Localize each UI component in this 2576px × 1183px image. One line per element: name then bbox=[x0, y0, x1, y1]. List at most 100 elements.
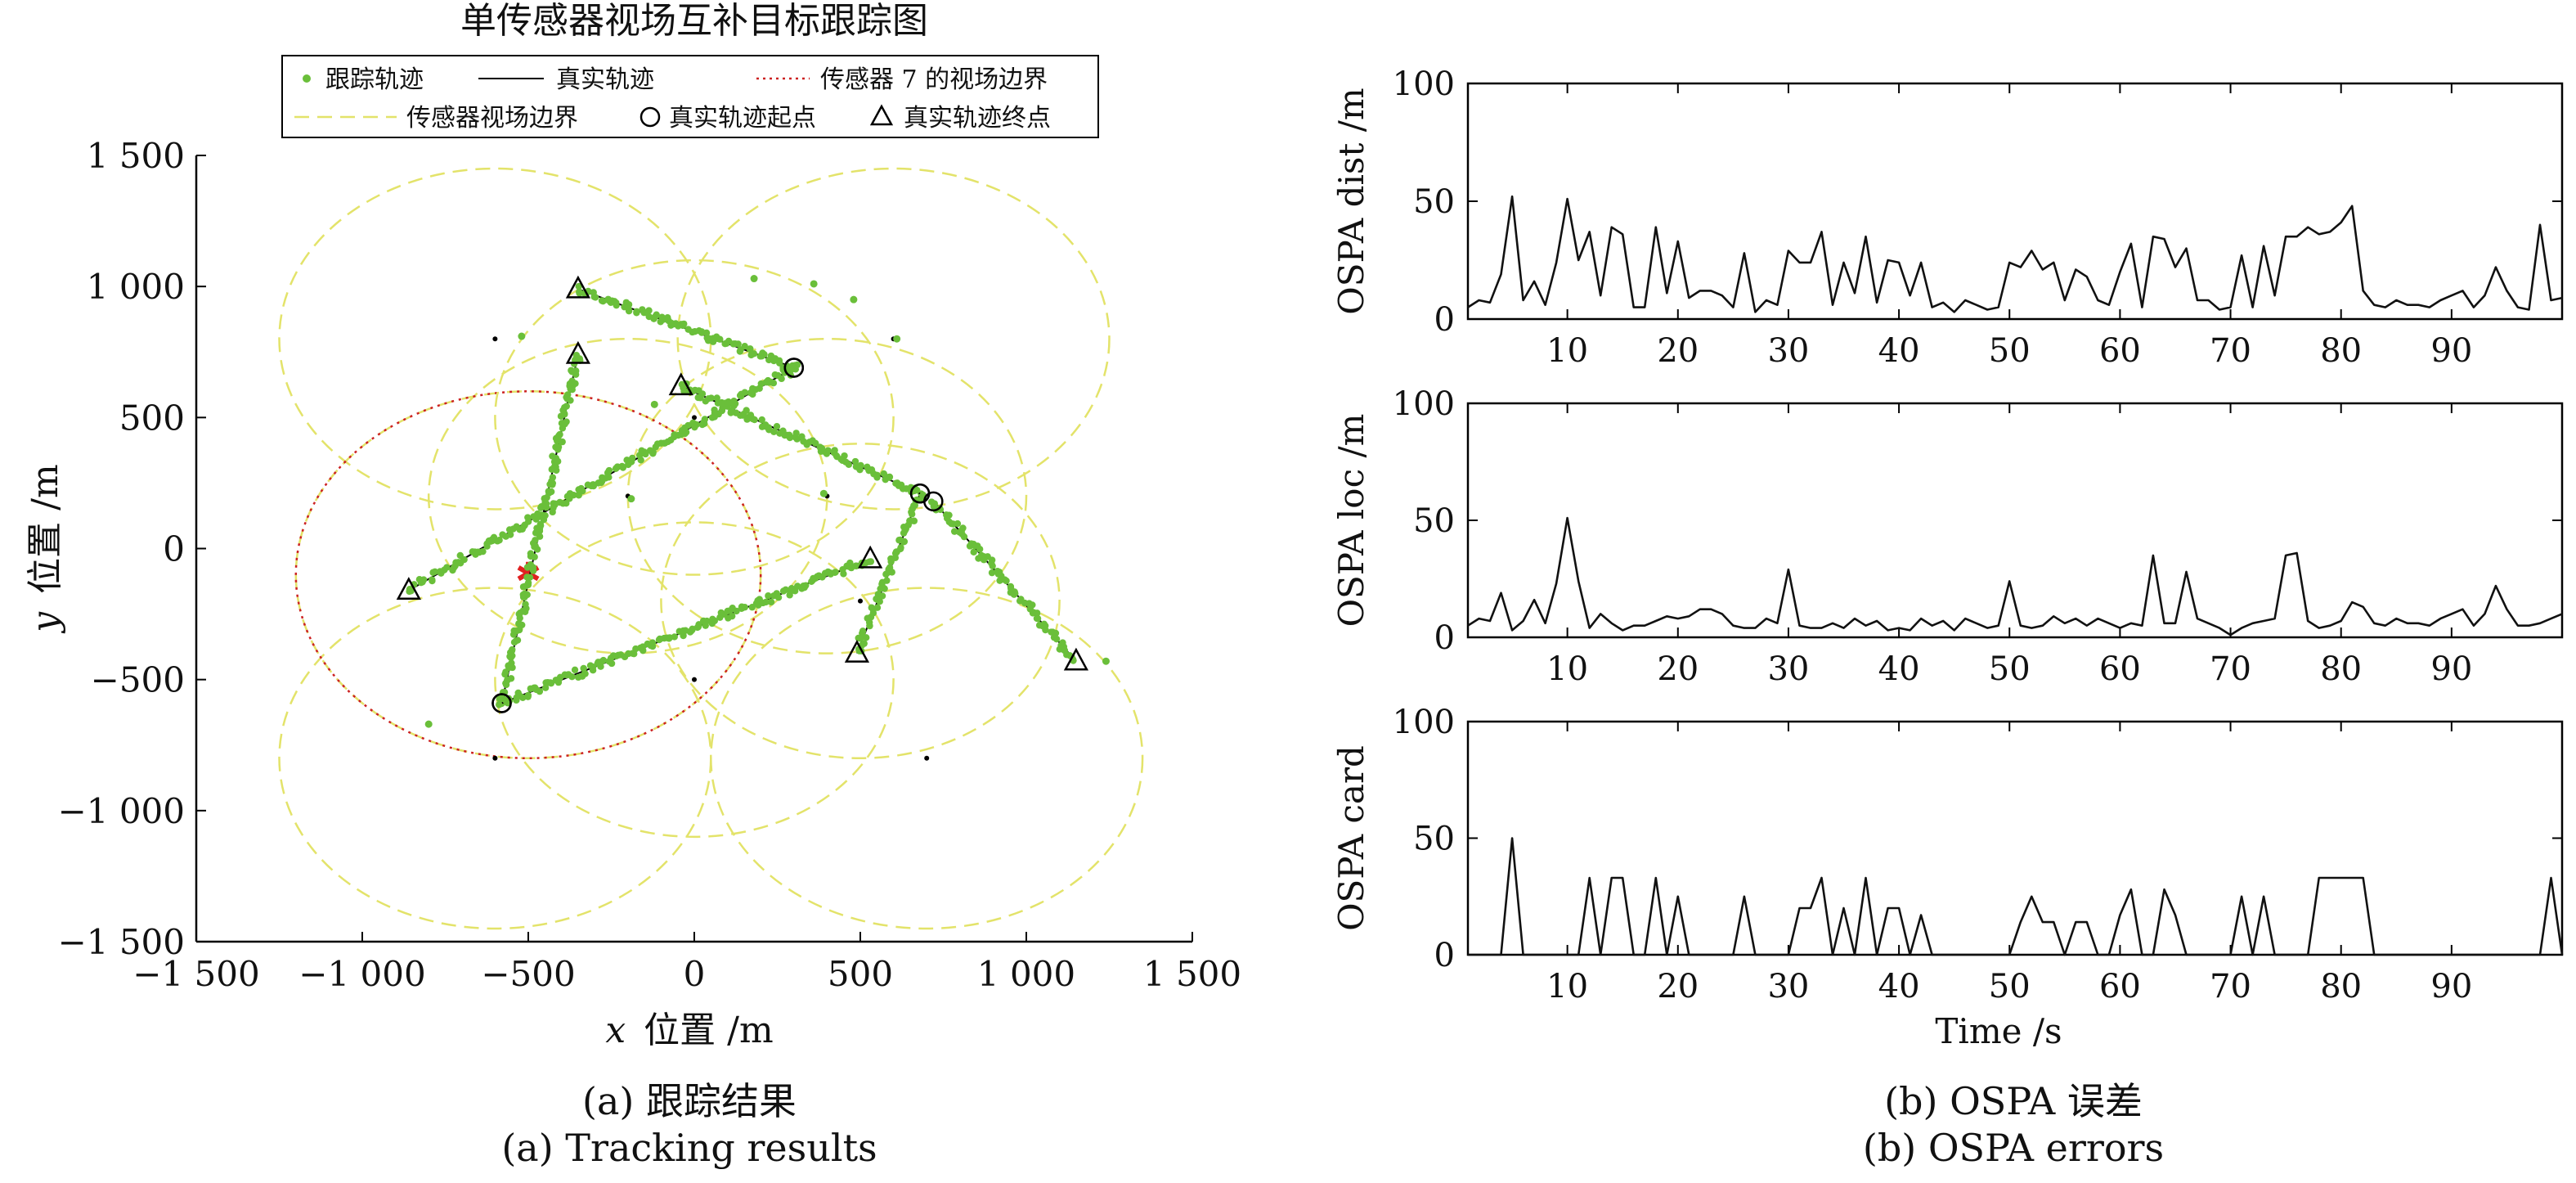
tracked-point bbox=[438, 569, 445, 577]
tracked-point bbox=[876, 597, 883, 605]
tracked-point bbox=[703, 334, 711, 342]
ospa-series-line bbox=[1467, 195, 2563, 313]
tracked-point bbox=[773, 423, 781, 430]
tracked-point bbox=[698, 421, 707, 429]
y-tick-label: −1 000 bbox=[58, 791, 185, 831]
legend-start-marker bbox=[640, 106, 661, 128]
y-axis-label: OSPA dist /m bbox=[1331, 88, 1371, 314]
tracked-point bbox=[599, 656, 608, 664]
x-tick-label: 1 000 bbox=[977, 954, 1075, 994]
tracked-point bbox=[884, 569, 892, 576]
tracked-point bbox=[671, 633, 678, 641]
tracked-point bbox=[531, 553, 538, 560]
tracked-point bbox=[563, 418, 570, 425]
y-axis-label-var: y bbox=[25, 611, 66, 634]
tracked-point bbox=[532, 537, 539, 544]
tracked-point bbox=[424, 720, 433, 728]
plot-frame bbox=[1466, 720, 2564, 956]
trajectory-end-marker bbox=[565, 275, 590, 299]
tracked-point bbox=[737, 346, 744, 353]
tracked-point bbox=[559, 500, 567, 507]
tracked-point bbox=[694, 394, 702, 402]
tracked-point bbox=[576, 486, 584, 493]
tracked-point bbox=[496, 701, 503, 708]
tracked-point bbox=[545, 488, 553, 495]
tracked-point bbox=[976, 546, 984, 553]
tracked-point bbox=[765, 592, 772, 600]
tracked-point bbox=[505, 526, 514, 533]
tracked-point bbox=[523, 574, 531, 581]
tracked-point bbox=[639, 306, 646, 313]
tracked-point bbox=[900, 529, 908, 537]
x-tick-label: −1 500 bbox=[132, 954, 259, 994]
tracked-point bbox=[988, 569, 996, 577]
tracked-point bbox=[950, 528, 958, 535]
chart-title: 单传感器视场互补目标跟踪图 bbox=[460, 0, 928, 42]
legend-end-marker bbox=[869, 104, 894, 126]
tracked-point bbox=[893, 335, 901, 343]
tracked-point bbox=[855, 634, 862, 642]
tracked-point bbox=[680, 387, 689, 395]
tracked-point bbox=[882, 475, 889, 484]
tracked-point bbox=[887, 558, 895, 565]
tracked-point bbox=[966, 542, 974, 550]
x-tick-label: 30 bbox=[1767, 650, 1809, 688]
tracked-point bbox=[509, 645, 516, 654]
x-axis-label-var: x bbox=[605, 1010, 626, 1051]
tracked-point bbox=[779, 587, 788, 595]
tracked-point bbox=[524, 514, 532, 521]
tracked-point bbox=[524, 691, 532, 699]
tracked-point bbox=[563, 493, 572, 501]
y-tick-label: 500 bbox=[119, 398, 185, 438]
x-tick-label: 90 bbox=[2430, 968, 2472, 1005]
x-tick-label: 20 bbox=[1657, 332, 1699, 370]
x-tick-label: 10 bbox=[1546, 968, 1588, 1005]
tracked-point bbox=[571, 666, 579, 674]
tracked-point bbox=[624, 461, 632, 469]
tracked-point bbox=[552, 454, 560, 462]
sensor-center-dot bbox=[924, 755, 930, 761]
tracked-point bbox=[407, 587, 415, 595]
tracked-point bbox=[556, 430, 563, 439]
tracked-point bbox=[604, 295, 612, 303]
tracked-point bbox=[651, 313, 659, 321]
x-tick-label: 10 bbox=[1546, 332, 1588, 370]
tracked-point bbox=[900, 538, 908, 546]
tracked-point bbox=[846, 559, 854, 567]
tracked-point bbox=[747, 389, 754, 397]
x-tick-label: 40 bbox=[1878, 968, 1920, 1005]
tracked-point bbox=[541, 511, 549, 520]
legend-end-label: 真实轨迹终点 bbox=[904, 104, 1051, 133]
x-axis-label: Time /s bbox=[1935, 1011, 2062, 1051]
tracked-point bbox=[1029, 609, 1037, 617]
tracked-point bbox=[713, 394, 720, 402]
tracked-point bbox=[619, 464, 627, 471]
tracked-point bbox=[678, 380, 686, 389]
tracked-point bbox=[549, 508, 556, 516]
y-axis-label: OSPA loc /m bbox=[1331, 414, 1371, 627]
tracked-point bbox=[980, 556, 988, 564]
tracked-point bbox=[521, 590, 528, 597]
tracked-point bbox=[456, 551, 464, 560]
tracked-point bbox=[1042, 626, 1049, 634]
tracked-point bbox=[581, 670, 589, 677]
tracked-point bbox=[483, 542, 491, 550]
y-tick-label: 0 bbox=[1434, 301, 1455, 339]
tracked-point bbox=[831, 447, 838, 454]
tracked-point bbox=[852, 463, 860, 470]
tracked-point bbox=[747, 351, 755, 359]
tracked-point bbox=[572, 352, 581, 359]
y-tick-label: 50 bbox=[1413, 502, 1455, 540]
y-tick-label: 50 bbox=[1413, 821, 1455, 858]
tracked-point bbox=[505, 662, 512, 669]
tracked-point bbox=[792, 430, 800, 437]
tracked-point bbox=[552, 443, 559, 451]
tracked-point bbox=[604, 469, 612, 477]
tracked-point bbox=[563, 394, 570, 401]
x-tick-label: 50 bbox=[1989, 650, 2031, 688]
tracked-point bbox=[637, 457, 644, 464]
x-tick-label: 20 bbox=[1657, 968, 1699, 1005]
trajectory-start-marker bbox=[783, 358, 805, 378]
